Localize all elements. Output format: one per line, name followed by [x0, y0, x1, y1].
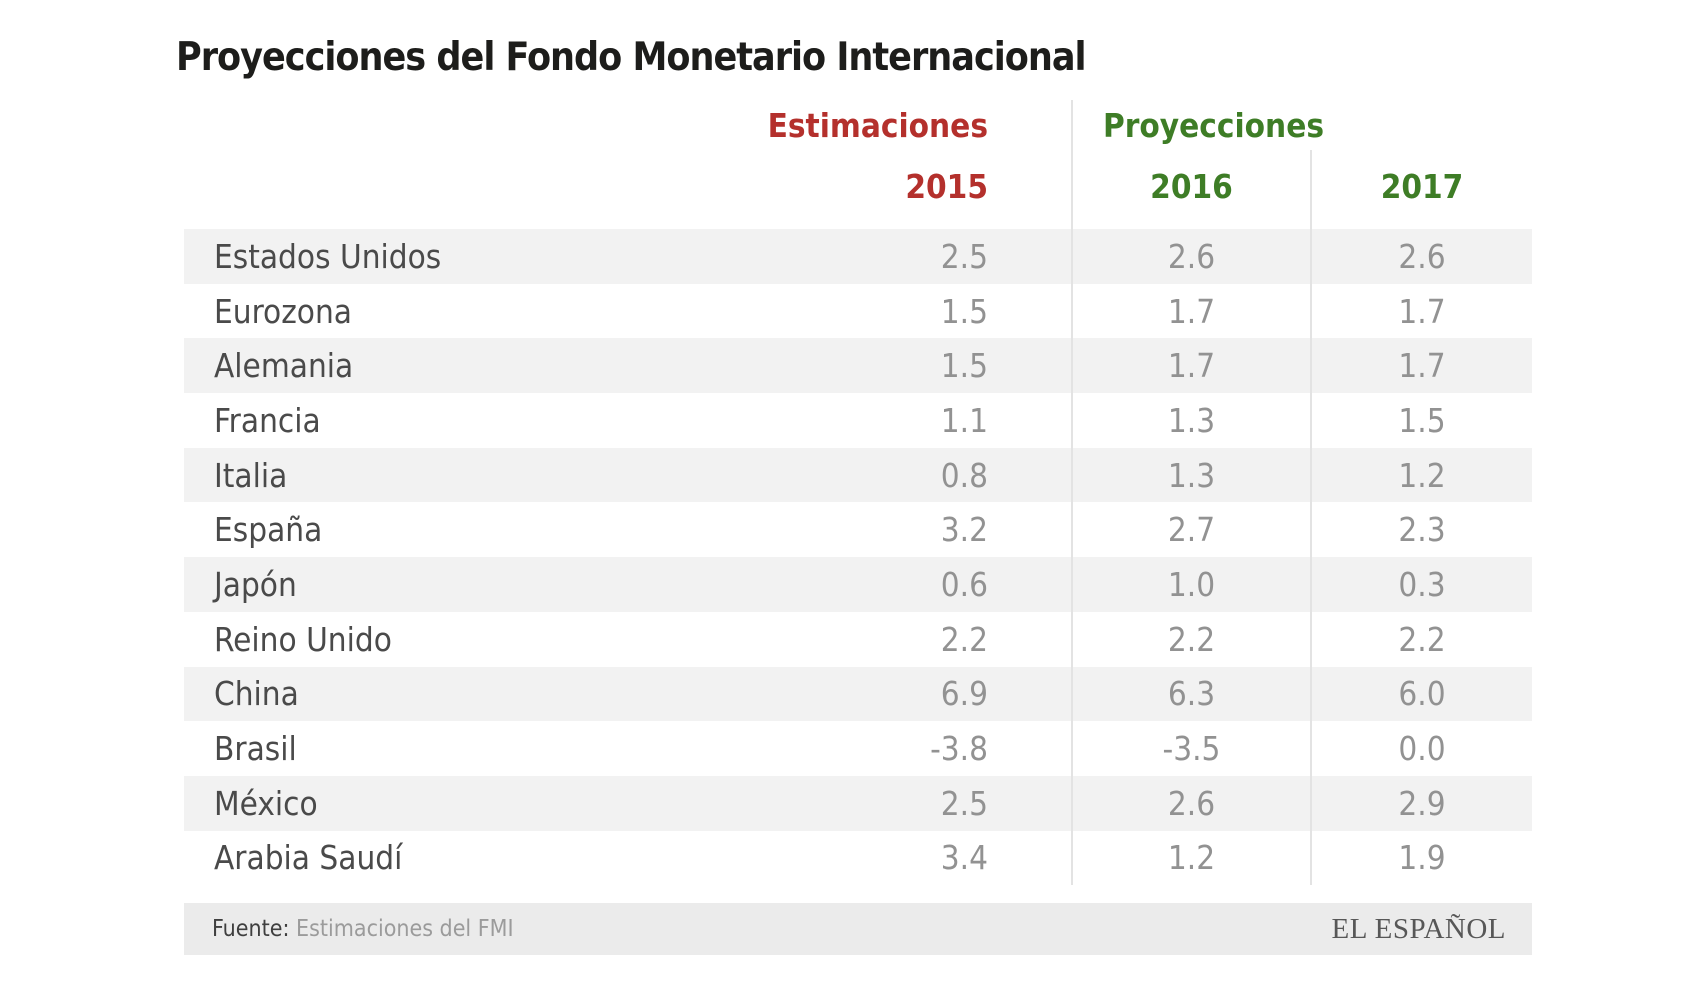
country-cell: Arabia Saudí: [214, 838, 403, 878]
value-2016-cell: 2.7: [1071, 502, 1311, 558]
year-header-row: 2015 2016 2017: [184, 150, 1533, 229]
country-cell: Francia: [214, 400, 321, 440]
value-2015-cell: 6.9: [940, 674, 988, 714]
value-2015-cell: 1.1: [940, 400, 988, 440]
value-2016-cell: 6.3: [1071, 666, 1311, 722]
country-cell: Estados Unidos: [214, 236, 442, 276]
country-cell: Japón: [214, 564, 297, 604]
value-2016-cell: 1.2: [1071, 830, 1311, 886]
year-header-2016: 2016: [1071, 150, 1311, 229]
table-row: Reino Unido 2.2 2.2 2.2: [184, 611, 1533, 667]
source-bar: Fuente: Estimaciones del FMI EL ESPAÑOL: [184, 903, 1532, 956]
table-row: Brasil -3.8 -3.5 0.0: [184, 721, 1533, 776]
value-2015-cell: 2.5: [940, 236, 988, 276]
value-2015-cell: 1.5: [940, 346, 988, 386]
value-2015-cell: 1.5: [940, 291, 988, 331]
country-cell: Reino Unido: [214, 619, 392, 659]
source-label: Fuente:: [212, 916, 290, 943]
table-row: Alemania 1.5 1.7 1.7: [184, 338, 1533, 394]
table-row: China 6.9 6.3 6.0: [184, 666, 1533, 722]
table-row: México 2.5 2.6 2.9: [184, 775, 1533, 831]
value-2015-cell: 3.4: [940, 838, 988, 878]
value-2017-cell: 1.5: [1309, 393, 1533, 448]
value-2017-cell: 2.6: [1309, 229, 1533, 284]
source-value: Estimaciones del FMI: [296, 916, 514, 943]
value-2016-cell: 2.6: [1071, 775, 1311, 831]
table-row: Japón 0.6 1.0 0.3: [184, 557, 1533, 612]
value-2017-cell: 0.0: [1309, 721, 1533, 776]
page-title: Proyecciones del Fondo Monetario Interna…: [176, 35, 1087, 80]
table-row: Italia 0.8 1.3 1.2: [184, 447, 1533, 503]
brand-logo: EL ESPAÑOL: [1331, 912, 1506, 945]
value-2017-cell: 1.7: [1309, 338, 1533, 394]
value-2016-cell: 1.7: [1071, 283, 1311, 339]
country-cell: China: [214, 674, 299, 714]
group-header-estimaciones: Estimaciones: [767, 105, 988, 145]
value-2017-cell: 2.2: [1309, 611, 1533, 667]
source-text: Fuente: Estimaciones del FMI: [212, 916, 514, 942]
value-2017-cell: 2.3: [1309, 502, 1533, 558]
value-2017-cell: 1.2: [1309, 447, 1533, 503]
value-2017-cell: 6.0: [1309, 666, 1533, 722]
table-row: Eurozona 1.5 1.7 1.7: [184, 283, 1533, 339]
year-header-2017: 2017: [1309, 150, 1533, 229]
country-cell: Alemania: [214, 346, 354, 386]
imf-projections-infographic: Proyecciones del Fondo Monetario Interna…: [0, 34, 1706, 994]
value-2016-cell: 2.2: [1071, 611, 1311, 667]
value-2015-cell: 3.2: [940, 510, 988, 550]
value-2016-cell: 2.6: [1071, 229, 1311, 284]
country-cell: España: [214, 510, 323, 550]
year-header-2015: 2015: [905, 166, 988, 206]
corner-spacer: [184, 150, 744, 229]
value-2015-cell: 2.5: [940, 783, 988, 823]
value-2016-cell: -3.5: [1071, 721, 1311, 776]
value-2015-cell: -3.8: [930, 729, 988, 769]
value-2016-cell: 1.3: [1071, 447, 1311, 503]
table-row: Francia 1.1 1.3 1.5: [184, 393, 1533, 448]
country-cell: Brasil: [214, 729, 297, 769]
table-row: Arabia Saudí 3.4 1.2 1.9: [184, 830, 1533, 886]
value-2017-cell: 2.9: [1309, 775, 1533, 831]
group-header-row: Estimaciones Proyecciones: [184, 100, 1533, 150]
value-2016-cell: 1.7: [1071, 338, 1311, 394]
group-header-proyecciones: Proyecciones: [1070, 100, 1533, 150]
country-cell: Eurozona: [214, 291, 352, 331]
country-cell: Italia: [214, 455, 288, 495]
value-2016-cell: 1.3: [1071, 393, 1311, 448]
value-2017-cell: 1.9: [1309, 830, 1533, 886]
country-cell: México: [214, 783, 318, 823]
value-2017-cell: 0.3: [1309, 557, 1533, 612]
table-row: Estados Unidos 2.5 2.6 2.6: [184, 229, 1533, 284]
value-2016-cell: 1.0: [1071, 557, 1311, 612]
corner-spacer: [184, 100, 744, 150]
value-2017-cell: 1.7: [1309, 283, 1533, 339]
table-row: España 3.2 2.7 2.3: [184, 502, 1533, 558]
projections-table: Estimaciones Proyecciones 2015 2016 2017…: [184, 100, 1533, 886]
value-2015-cell: 0.8: [940, 455, 988, 495]
value-2015-cell: 0.6: [940, 564, 988, 604]
value-2015-cell: 2.2: [940, 619, 988, 659]
